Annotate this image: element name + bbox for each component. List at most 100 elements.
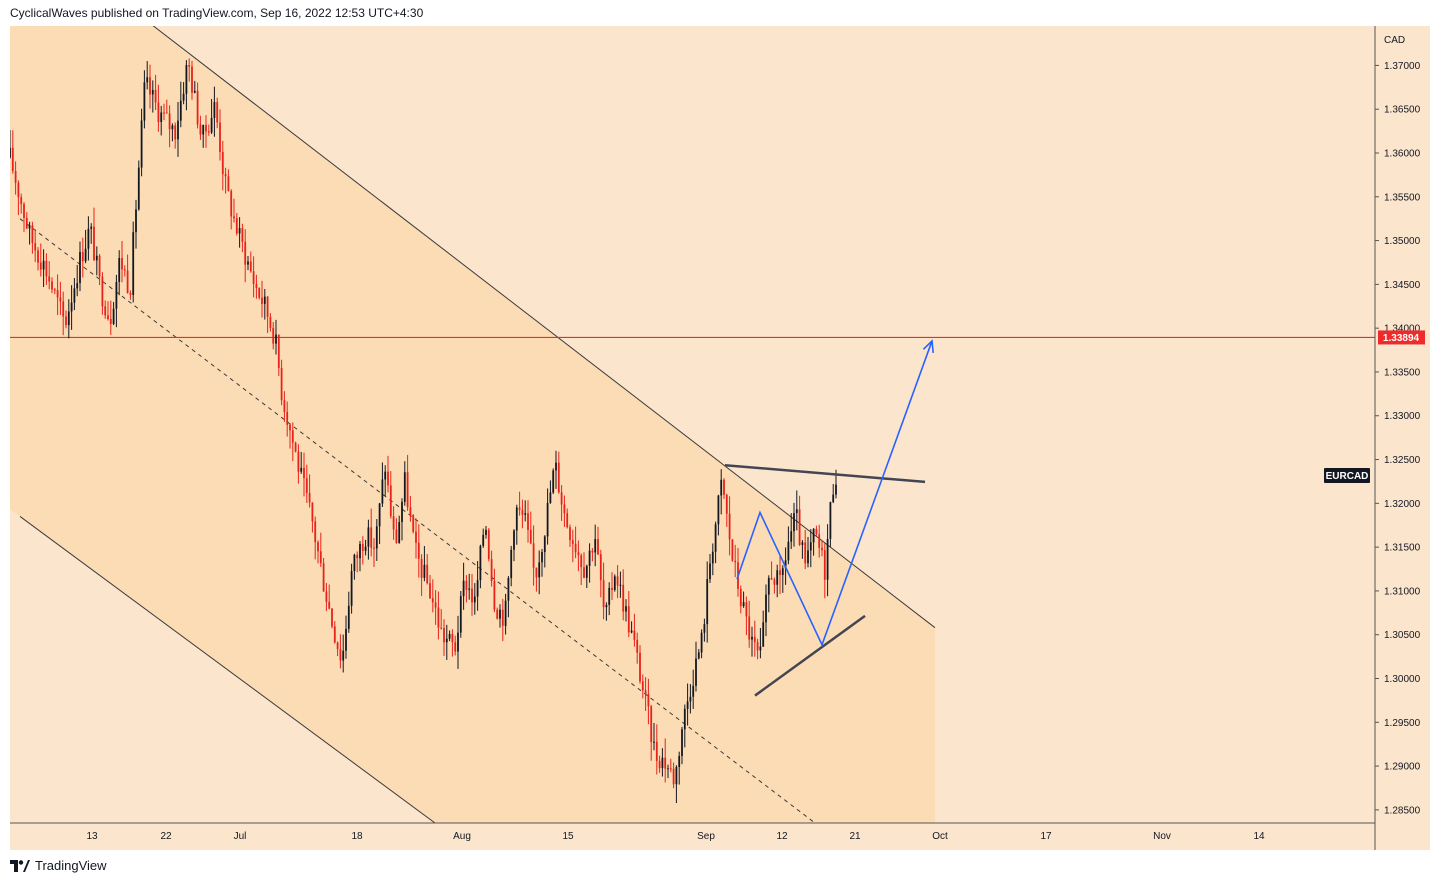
candle-body <box>322 563 325 592</box>
candle-body <box>121 257 123 270</box>
candle-body <box>115 281 118 309</box>
candle-body <box>25 217 28 229</box>
symbol-label: EURCAD <box>1324 468 1370 483</box>
candle <box>709 554 711 583</box>
price-tick-label: 1.30000 <box>1384 674 1421 685</box>
candle <box>224 167 227 194</box>
channel-lower-line[interactable] <box>19 516 436 823</box>
candle-body <box>11 147 14 172</box>
candle <box>353 553 356 580</box>
candle-body <box>263 296 266 304</box>
candle <box>76 264 79 297</box>
candle <box>311 502 314 533</box>
candle-body <box>191 66 193 93</box>
candle <box>532 525 535 586</box>
candle <box>644 677 647 711</box>
candle <box>776 564 779 598</box>
candle <box>347 591 350 633</box>
candle-body <box>482 534 485 546</box>
candle-body <box>762 622 765 647</box>
candle-body <box>541 552 543 563</box>
candle <box>580 553 583 585</box>
candle <box>574 526 577 559</box>
candle <box>219 109 221 161</box>
channel-mid-line[interactable] <box>19 218 816 823</box>
candle-body <box>37 250 39 263</box>
candle-body <box>681 729 683 756</box>
candle <box>205 115 207 148</box>
candle-body <box>748 616 751 640</box>
candle <box>213 86 216 137</box>
candle <box>683 704 686 748</box>
candle-body <box>793 513 795 532</box>
candle-body <box>107 315 109 319</box>
candle-body <box>745 602 748 617</box>
candle <box>123 265 126 277</box>
price-tick-label: 1.33500 <box>1384 367 1421 378</box>
candle-body <box>325 591 328 602</box>
candle <box>510 545 513 587</box>
candle <box>812 528 815 556</box>
candle-body <box>440 627 443 629</box>
candle <box>630 621 633 634</box>
candle-body <box>381 479 384 504</box>
candle <box>151 80 154 113</box>
triangle-upper-line[interactable] <box>724 463 926 484</box>
candle <box>275 319 277 355</box>
time-axis[interactable]: 13 22 Jul 18 Aug 15 Sep 12 21 Oct 17 Nov 14 <box>86 831 1265 842</box>
candle <box>821 539 823 557</box>
candle-body <box>647 693 650 707</box>
candle <box>686 683 689 726</box>
candle-body <box>151 89 154 95</box>
candle-body <box>261 297 263 304</box>
candle-body <box>28 225 31 229</box>
price-tick-label: 1.34000 <box>1384 324 1421 335</box>
candle <box>84 229 87 264</box>
price-axis[interactable]: 1.37000 1.36500 1.36000 1.35500 1.35000 1.345… <box>1375 61 1421 816</box>
candle-body <box>821 547 823 551</box>
brand-name: TradingView <box>35 858 107 873</box>
candle-body <box>605 604 608 608</box>
projection-arrowhead-icon <box>922 339 935 353</box>
candle-body <box>510 549 513 578</box>
projection-path[interactable] <box>736 340 933 647</box>
candle-body <box>10 147 11 158</box>
candle-body <box>375 526 378 549</box>
candle-body <box>599 554 602 581</box>
candle-body <box>594 539 597 553</box>
candle-body <box>549 492 552 503</box>
channel-fill <box>10 26 935 823</box>
candle <box>191 60 193 100</box>
candle-body <box>770 577 773 580</box>
candle <box>336 641 339 657</box>
candle <box>790 513 793 550</box>
candle <box>174 122 177 149</box>
triangle-lower-line[interactable] <box>754 614 866 697</box>
candle <box>538 550 541 595</box>
candle-body <box>123 269 126 271</box>
candle-body <box>560 492 563 505</box>
level-price-label-text: 1.33894 <box>1383 333 1420 344</box>
candle <box>373 538 375 568</box>
candle <box>829 501 832 547</box>
price-tick-label: 1.31000 <box>1384 586 1421 597</box>
candle-body <box>87 228 90 249</box>
candle-body <box>272 327 275 344</box>
candle <box>20 193 23 214</box>
footer-brand[interactable]: TradingView <box>10 858 107 873</box>
candle-body <box>672 768 675 785</box>
candle-body <box>753 636 756 643</box>
candle-body <box>532 543 535 568</box>
candle-body <box>538 562 541 578</box>
candle <box>126 254 129 294</box>
candle-body <box>734 560 737 563</box>
candle-body <box>815 528 818 535</box>
candle <box>10 130 11 159</box>
candle <box>193 80 196 94</box>
candle <box>465 575 468 603</box>
candle-body <box>709 563 711 580</box>
symbol-label-text: EURCAD <box>1326 471 1369 482</box>
candle <box>263 288 266 320</box>
candle-body <box>415 531 417 543</box>
